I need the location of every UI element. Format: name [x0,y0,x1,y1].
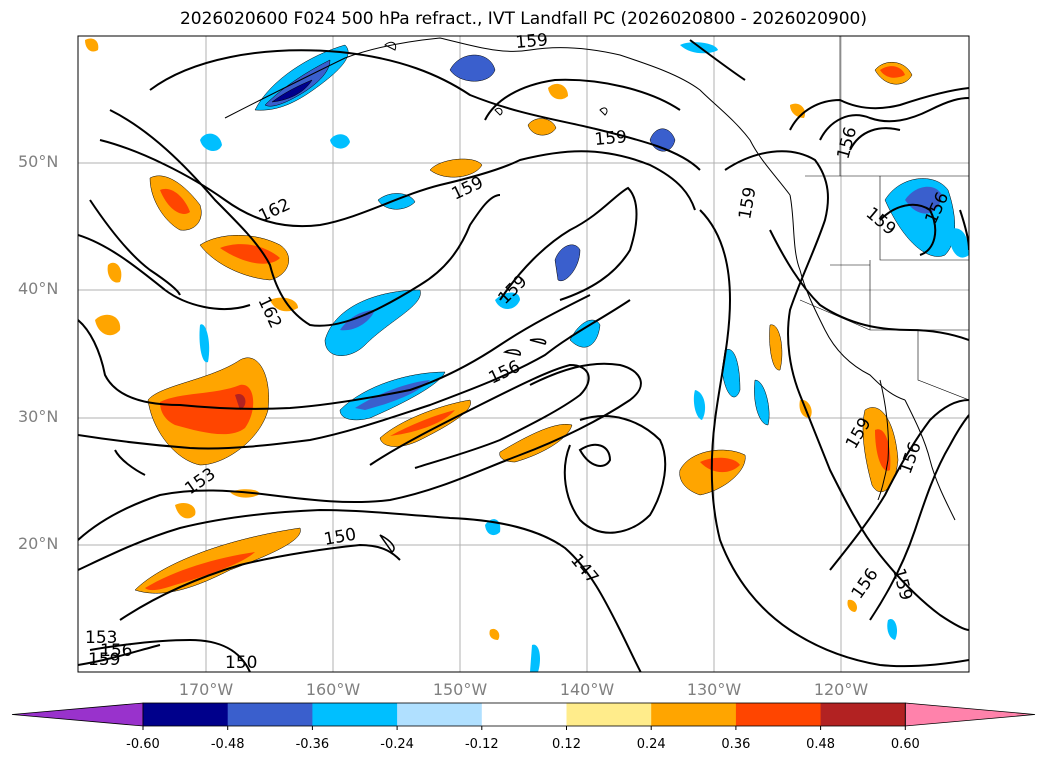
contour-label: 159 [88,650,120,670]
colorbar-tick-label: 0.24 [636,737,666,752]
colorbar-tick-label: 0.48 [806,737,836,752]
negative-region-mid [324,289,421,356]
colorbar-tick-label: -0.60 [126,737,160,752]
coastlines [224,37,956,521]
height-contours [78,39,969,672]
lat-label-50n: 50°N [18,152,59,171]
lon-label-160w: 160°W [305,680,361,699]
colorbar-tick-label: 0.12 [552,737,581,752]
colorbar-frame [142,702,906,727]
contour-label: 159 [594,127,628,150]
colorbar-tick-label: -0.12 [464,737,499,752]
contour-label: 150 [225,653,257,673]
contour-label: 156 [100,641,132,661]
colorbar-segment [651,703,737,726]
colorbar-segment [397,703,483,726]
colorbar-segment [735,703,822,726]
colorbar-segment [481,703,567,726]
colorbar-segment [566,703,652,726]
shaded-fields [85,38,969,672]
colorbar-segment [820,703,906,726]
colorbar-segment [227,703,313,726]
lat-label-40n: 40°N [18,279,59,298]
negative-region-east [554,244,581,282]
colorbar-extend-low [11,702,144,727]
colorbar-tick-label: -0.48 [210,737,245,752]
lon-label-140w: 140°W [559,680,615,699]
lon-label-130w: 130°W [686,680,742,699]
lon-label-150w: 150°W [432,680,488,699]
map-title: 2026020600 F024 500 hPa refract., IVT La… [179,9,867,29]
colorbar-tick-label: 0.60 [890,737,920,752]
colorbar-tick-label: -0.24 [380,737,414,752]
contour-label: 153 [85,628,117,648]
colorbar [11,702,1036,730]
negative-region-alaska [254,44,349,111]
lat-label-30n: 30°N [18,407,59,426]
contour-label: 159 [515,30,549,53]
colorbar-segment [143,703,229,726]
lon-label-120w: 120°W [813,680,869,699]
negative-region-north [449,54,496,82]
colorbar-tick-label: 0.36 [721,737,751,752]
colorbar-extend-high [904,702,1036,727]
lon-label-170w: 170°W [178,680,234,699]
lat-label-20n: 20°N [18,534,59,553]
boundaries [799,36,969,401]
colorbar-segment [312,703,398,726]
colorbar-tick-label: -0.36 [295,737,330,752]
map-frame [77,35,970,673]
